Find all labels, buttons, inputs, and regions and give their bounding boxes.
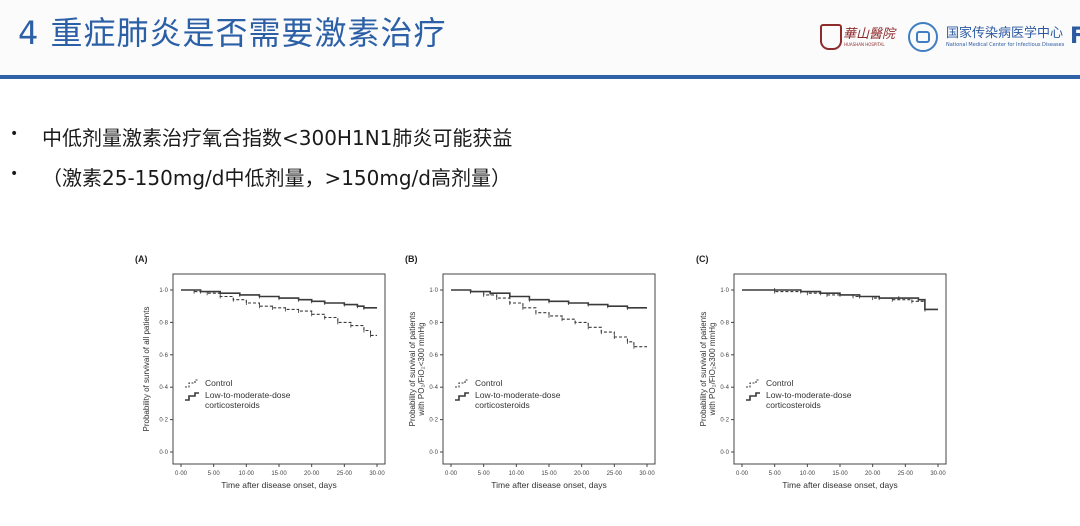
- legend-steroid-swatch: [455, 392, 469, 401]
- header-divider: [0, 75, 1080, 79]
- x-tick-label: 10·00: [239, 471, 255, 477]
- huashan-hospital-logo: 華山醫院 HUASHAN HOSPITAL: [820, 22, 902, 54]
- legend-steroid-label-2: corticosteroids: [205, 400, 260, 410]
- survival-chart-c: (C) 0·0 0·2 0·4 0·6 0·8 1·0 0·00 5·00 10·00 15·00 2…: [696, 252, 956, 492]
- legend-control-swatch: [746, 379, 760, 388]
- bullet-text: （激素25-150mg/d中低剂量，>150mg/d高剂量）: [42, 166, 511, 190]
- legend-steroid-label: Low-to-moderate-dose: [766, 390, 852, 400]
- y-tick-label: 0·4: [159, 385, 168, 391]
- legend-steroid-label-2: corticosteroids: [475, 400, 530, 410]
- plot-frame: [733, 273, 947, 465]
- slide-header: 4 重症肺炎是否需要激素治疗 華山醫院 HUASHAN HOSPITAL 国家传…: [0, 0, 1080, 79]
- legend-steroid-label-2: corticosteroids: [766, 400, 821, 410]
- y-axis-label: Probability of survival of all patients: [142, 307, 151, 432]
- x-tick-label: 25·00: [898, 471, 914, 477]
- y-axis-label: Probability of survival of patientswith …: [699, 312, 717, 427]
- y-tick-label: 0·0: [720, 450, 729, 456]
- control-curve: [451, 289, 647, 348]
- legend-control-label: Control: [475, 378, 503, 388]
- x-tick-label: 10·00: [509, 471, 525, 477]
- legend-steroid-label: Low-to-moderate-dose: [205, 390, 291, 400]
- infectious-disease-center-logo: 国家传染病医学中心 National Medical Center for In…: [908, 20, 1080, 54]
- huashan-logo-en: HUASHAN HOSPITAL: [844, 42, 885, 47]
- x-tick-label: 30·00: [639, 471, 655, 477]
- x-tick-label: 30·00: [930, 471, 946, 477]
- center-logo-en: National Medical Center for Infectious D…: [946, 42, 1065, 48]
- y-tick-label: 0·6: [720, 353, 729, 359]
- y-tick-label: 0·6: [429, 353, 438, 359]
- x-tick-label: 5·00: [478, 471, 491, 477]
- legend-control-label: Control: [766, 378, 794, 388]
- huashan-seal-icon: [820, 24, 842, 50]
- y-tick-label: 0·8: [720, 320, 729, 326]
- x-axis-label: Time after disease onset, days: [221, 480, 336, 490]
- center-logo-cn: 国家传染病医学中心: [946, 26, 1064, 41]
- legend-steroid-swatch: [185, 392, 199, 401]
- x-tick-label: 0·00: [736, 471, 749, 477]
- y-tick-label: 0·4: [720, 385, 729, 391]
- legend-control-swatch: [185, 379, 199, 388]
- y-tick-label: 0·0: [159, 450, 168, 456]
- x-tick-label: 20·00: [865, 471, 881, 477]
- x-tick-label: 20·00: [574, 471, 590, 477]
- x-tick-label: 15·00: [832, 471, 848, 477]
- legend-control-label: Control: [205, 378, 233, 388]
- x-tick-label: 20·00: [304, 471, 320, 477]
- survival-chart-a: (A) 0·0 0·2 0·4 0·6 0·8 1·0 0·00 5·00 10·00 15·00 2…: [135, 252, 395, 492]
- legend-steroid-swatch: [746, 392, 760, 401]
- legend-steroid-label: Low-to-moderate-dose: [475, 390, 561, 400]
- chart-svg: (A) 0·0 0·2 0·4 0·6 0·8 1·0 0·00 5·00 10·00 15·00 2…: [135, 254, 386, 490]
- x-tick-label: 0·00: [445, 471, 458, 477]
- plot-frame: [172, 273, 386, 465]
- center-emblem-icon: [908, 22, 938, 52]
- x-tick-label: 15·00: [541, 471, 557, 477]
- y-tick-label: 0·6: [159, 353, 168, 359]
- chart-svg: (B) 0·0 0·2 0·4 0·6 0·8 1·0 0·00 5·00 10·00 15·00 2…: [405, 254, 656, 490]
- y-tick-label: 0·2: [429, 418, 438, 424]
- slide-title: 4 重症肺炎是否需要激素治疗: [18, 14, 447, 52]
- y-tick-label: 1·0: [429, 288, 438, 294]
- y-tick-label: 1·0: [159, 288, 168, 294]
- panel-label: (B): [405, 254, 418, 264]
- y-tick-label: 0·8: [159, 320, 168, 326]
- survival-chart-b: (B) 0·0 0·2 0·4 0·6 0·8 1·0 0·00 5·00 10·00 15·00 2…: [405, 252, 665, 492]
- legend-control-swatch: [455, 379, 469, 388]
- bullet-text: 中低剂量激素治疗氧合指数<300H1N1肺炎可能获益: [42, 126, 513, 150]
- x-tick-label: 25·00: [607, 471, 623, 477]
- x-axis-label: Time after disease onset, days: [782, 480, 897, 490]
- bullet-marker: •: [10, 166, 19, 182]
- x-tick-label: 15·00: [271, 471, 287, 477]
- huashan-logo-cn: 華山醫院: [843, 27, 896, 42]
- x-tick-label: 25·00: [337, 471, 353, 477]
- y-tick-label: 1·0: [720, 288, 729, 294]
- x-tick-label: 5·00: [769, 471, 782, 477]
- panel-label: (A): [135, 254, 148, 264]
- x-axis-label: Time after disease onset, days: [491, 480, 606, 490]
- y-tick-label: 0·8: [429, 320, 438, 326]
- chart-svg: (C) 0·0 0·2 0·4 0·6 0·8 1·0 0·00 5·00 10·00 15·00 2…: [696, 254, 947, 490]
- y-tick-label: 0·2: [720, 418, 729, 424]
- y-tick-label: 0·0: [429, 450, 438, 456]
- y-axis-label: Probability of survival of patientswith …: [408, 312, 426, 427]
- x-tick-label: 0·00: [175, 471, 188, 477]
- x-tick-label: 5·00: [208, 471, 221, 477]
- y-tick-label: 0·2: [159, 418, 168, 424]
- x-tick-label: 30·00: [369, 471, 385, 477]
- y-tick-label: 0·4: [429, 385, 438, 391]
- x-tick-label: 10·00: [800, 471, 816, 477]
- bullet-marker: •: [10, 126, 19, 142]
- steroid-curve: [451, 289, 647, 309]
- panel-label: (C): [696, 254, 709, 264]
- partial-logo-letter: F: [1070, 24, 1080, 49]
